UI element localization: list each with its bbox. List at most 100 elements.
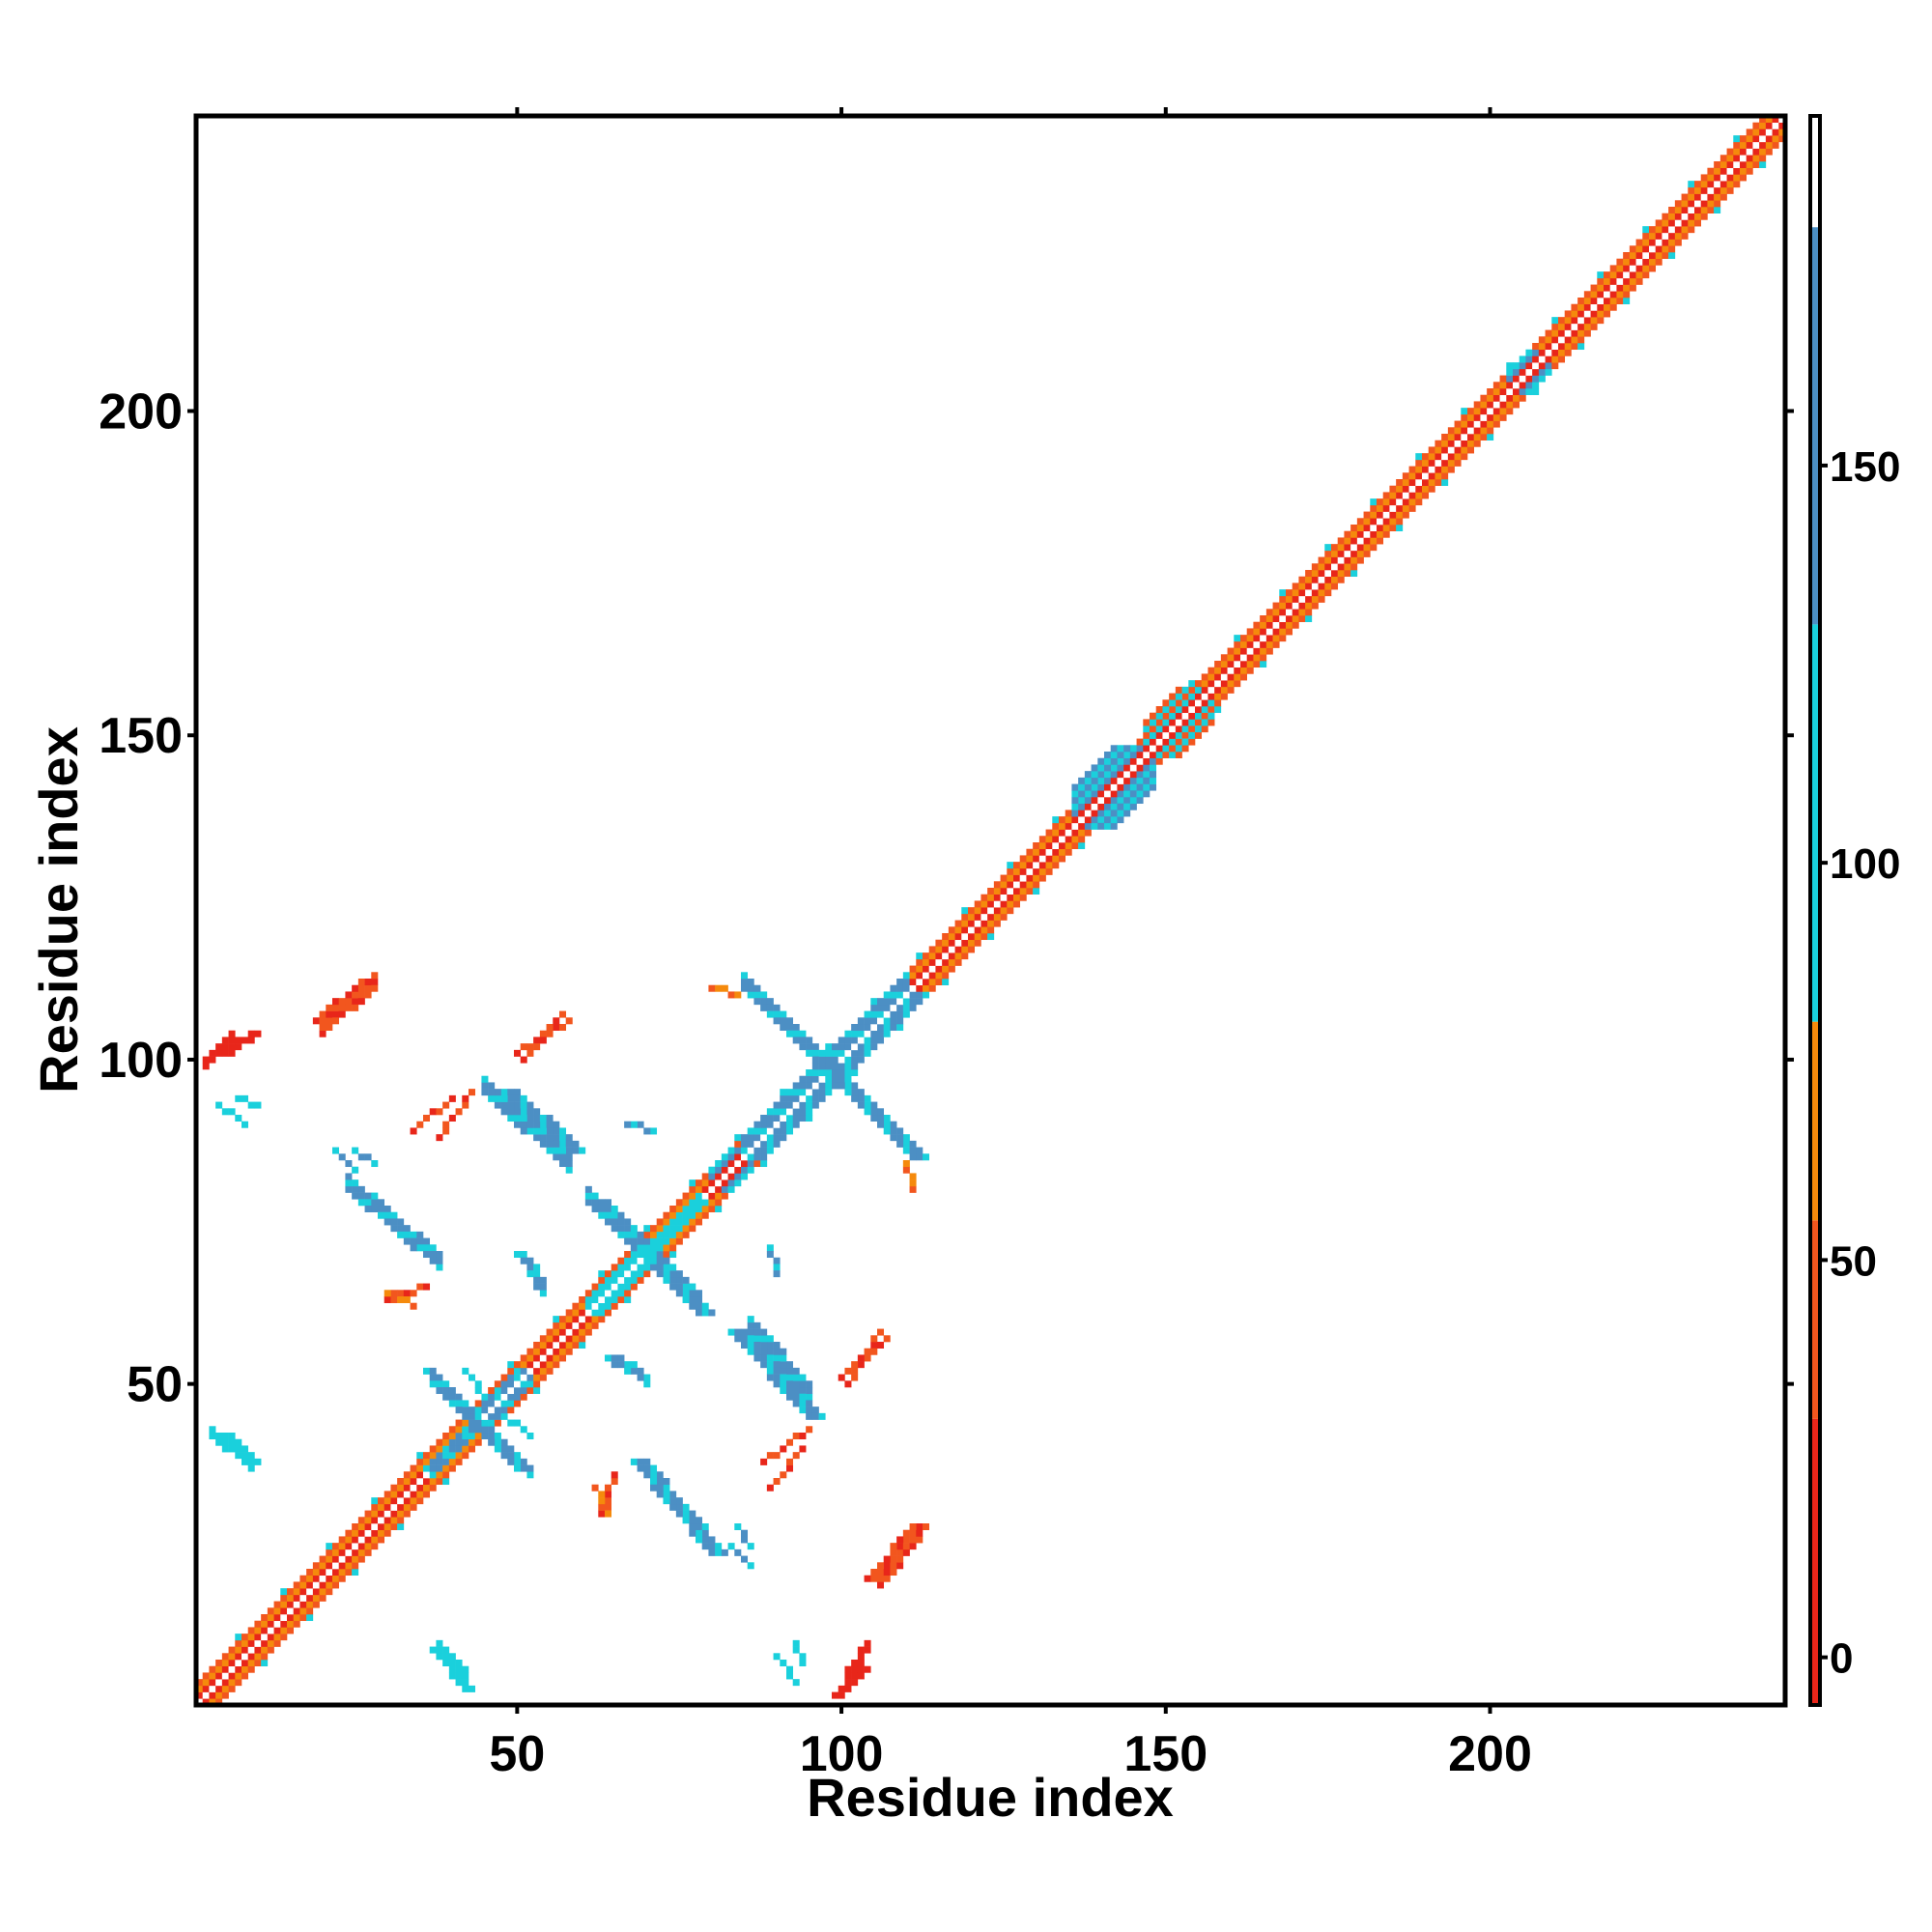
heatmap-cell — [1110, 745, 1118, 753]
heatmap-cell — [721, 1153, 728, 1161]
heatmap-cell — [650, 1231, 658, 1238]
heatmap-cell — [514, 1361, 522, 1369]
heatmap-cell — [338, 1010, 346, 1018]
heatmap-cell — [1084, 783, 1092, 791]
heatmap-cell — [1091, 822, 1098, 830]
heatmap-cell — [481, 1400, 489, 1407]
heatmap-cell — [1714, 161, 1721, 169]
heatmap-cell — [928, 984, 936, 992]
heatmap-cell — [1435, 446, 1442, 454]
heatmap-cell — [689, 1211, 696, 1219]
heatmap-cell — [235, 1646, 242, 1654]
heatmap-cell — [1609, 271, 1617, 279]
heatmap-cell — [319, 1569, 327, 1577]
heatmap-cell — [935, 952, 943, 960]
heatmap-cell — [221, 1445, 229, 1453]
heatmap-cell — [799, 1660, 807, 1667]
heatmap-cell — [1150, 725, 1157, 733]
heatmap-cell — [1007, 881, 1014, 889]
heatmap-cell — [1337, 544, 1345, 552]
heatmap-cell — [1104, 790, 1112, 798]
heatmap-cell — [1169, 693, 1177, 700]
heatmap-cell — [332, 1581, 340, 1589]
heatmap-cell — [1298, 589, 1306, 597]
heatmap-cell — [669, 1231, 677, 1238]
heatmap-cell — [1623, 277, 1631, 285]
heatmap-cell — [851, 1037, 859, 1044]
heatmap-cell — [1778, 116, 1786, 124]
heatmap-cell — [760, 1147, 768, 1154]
heatmap-cell — [1461, 446, 1468, 454]
heatmap-cell — [993, 894, 1001, 901]
heatmap-cell — [228, 1433, 236, 1440]
heatmap-cell — [474, 1387, 482, 1395]
heatmap-cell — [857, 1354, 865, 1362]
heatmap-cell — [1272, 621, 1280, 629]
heatmap-cell — [1525, 355, 1533, 363]
heatmap-cell — [371, 1199, 379, 1207]
heatmap-cell — [611, 1478, 618, 1486]
heatmap-cell — [242, 1445, 249, 1453]
heatmap-cell — [675, 1211, 683, 1219]
heatmap-cell — [1681, 232, 1689, 240]
heatmap-cell — [954, 933, 962, 941]
heatmap-cell — [526, 1464, 534, 1472]
heatmap-cell — [806, 1043, 813, 1051]
heatmap-cell — [1356, 550, 1364, 557]
heatmap-cell — [663, 1264, 670, 1271]
heatmap-cell — [416, 1491, 424, 1498]
heatmap-cell — [455, 1458, 463, 1465]
heatmap-cell — [247, 1639, 255, 1647]
heatmap-cell — [611, 1354, 618, 1362]
heatmap-cell — [1778, 128, 1786, 136]
heatmap-cell — [1733, 174, 1741, 182]
heatmap-cell — [773, 1257, 781, 1264]
heatmap-cell — [1700, 213, 1708, 220]
heatmap-cell — [584, 1296, 592, 1304]
heatmap-cell — [675, 1199, 683, 1207]
heatmap-cell — [1396, 518, 1404, 526]
heatmap-cell — [851, 1374, 859, 1381]
heatmap-cell — [469, 1419, 476, 1427]
heatmap-cell — [1324, 550, 1332, 557]
heatmap-cell — [1201, 712, 1208, 720]
heatmap-cell — [565, 1134, 573, 1142]
heatmap-cell — [734, 1179, 742, 1187]
heatmap-cell — [261, 1614, 269, 1622]
heatmap-cell — [371, 1529, 379, 1537]
heatmap-cell — [923, 972, 930, 980]
heatmap-cell — [546, 1024, 554, 1032]
heatmap-cell — [436, 1108, 443, 1116]
heatmap-cell — [1506, 368, 1514, 376]
heatmap-cell — [598, 1491, 606, 1498]
heatmap-cell — [773, 1004, 781, 1011]
heatmap-cell — [961, 913, 969, 921]
heatmap-cell — [766, 998, 774, 1006]
heatmap-cell — [760, 1328, 768, 1336]
heatmap-cell — [624, 1270, 632, 1278]
colorbar-segment — [1810, 1021, 1820, 1221]
heatmap-cell — [520, 1056, 527, 1064]
heatmap-cell — [799, 1653, 807, 1661]
heatmap-cell — [689, 1517, 696, 1524]
heatmap-cell — [1013, 888, 1021, 895]
heatmap-cell — [650, 1471, 658, 1479]
heatmap-cell — [1356, 537, 1364, 545]
heatmap-cell — [1000, 907, 1008, 915]
heatmap-cell — [1033, 874, 1040, 882]
heatmap-cell — [811, 1089, 819, 1096]
heatmap-cell — [708, 1166, 716, 1174]
heatmap-cell — [1175, 725, 1182, 733]
heatmap-cell — [605, 1276, 612, 1284]
heatmap-cell — [1084, 829, 1092, 837]
heatmap-cell — [721, 1192, 728, 1200]
heatmap-cell — [1564, 323, 1572, 330]
heatmap-cell — [799, 1075, 807, 1083]
heatmap-cell — [1265, 635, 1273, 642]
heatmap-cell — [423, 1115, 431, 1122]
heatmap-cell — [1337, 556, 1345, 564]
heatmap-cell — [1331, 563, 1339, 571]
heatmap-cell — [1609, 303, 1617, 311]
heatmap-cell — [1623, 298, 1631, 305]
heatmap-cell — [650, 1478, 658, 1486]
